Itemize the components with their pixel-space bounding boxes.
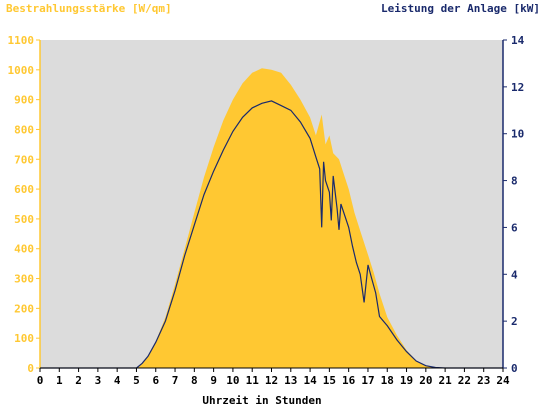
x-tick-label: 12 — [265, 374, 278, 387]
x-axis-ticks: 0 1 2 3 4 5 6 7 8 9 10 11 12 13 14 15 16 17 18 19 20 21 22 23 24 — [37, 368, 510, 387]
left-tick-label: 400 — [14, 243, 34, 256]
left-axis-ticks: 0 100 200 300 400 500 600 700 800 900 1000 1100 — [8, 34, 40, 375]
right-tick-label: 14 — [511, 34, 525, 47]
irradiance-area — [40, 68, 503, 369]
left-tick-label: 200 — [14, 302, 34, 315]
left-tick-label: 600 — [14, 183, 34, 196]
x-tick-label: 4 — [114, 374, 121, 387]
right-tick-label: 12 — [511, 81, 524, 94]
x-tick-label: 8 — [191, 374, 198, 387]
left-tick-label: 1000 — [8, 64, 35, 77]
left-tick-label: 900 — [14, 94, 34, 107]
right-tick-label: 2 — [511, 315, 518, 328]
right-axis-ticks: 0 2 4 6 8 10 12 14 — [503, 34, 525, 375]
x-tick-label: 20 — [419, 374, 432, 387]
x-tick-label: 10 — [226, 374, 239, 387]
left-tick-label: 300 — [14, 273, 34, 286]
x-tick-label: 17 — [361, 374, 374, 387]
x-axis-title: Uhrzeit in Stunden — [202, 394, 321, 407]
right-axis-title: Leistung der Anlage [kW] — [381, 2, 540, 15]
right-tick-label: 6 — [511, 221, 518, 234]
x-tick-label: 24 — [496, 374, 510, 387]
x-tick-label: 9 — [210, 374, 217, 387]
x-tick-label: 6 — [152, 374, 159, 387]
x-tick-label: 13 — [284, 374, 297, 387]
x-tick-label: 11 — [246, 374, 260, 387]
left-tick-label: 500 — [14, 213, 34, 226]
left-tick-label: 1100 — [8, 34, 35, 47]
x-tick-label: 21 — [439, 374, 453, 387]
x-tick-label: 7 — [172, 374, 179, 387]
irradiance-area-layer — [40, 68, 503, 369]
left-tick-label: 100 — [14, 332, 34, 345]
left-axis-title: Bestrahlungsstärke [W/qm] — [6, 2, 172, 15]
left-tick-label: 700 — [14, 153, 34, 166]
x-tick-label: 1 — [56, 374, 63, 387]
right-tick-label: 8 — [511, 175, 518, 188]
x-tick-label: 0 — [37, 374, 44, 387]
x-tick-label: 18 — [381, 374, 394, 387]
power-line-layer — [40, 100, 503, 369]
x-tick-label: 2 — [75, 374, 82, 387]
power-line — [40, 100, 503, 369]
right-tick-label: 10 — [511, 128, 524, 141]
x-tick-label: 22 — [458, 374, 471, 387]
left-tick-label: 800 — [14, 123, 34, 136]
left-tick-label: 0 — [27, 362, 34, 375]
x-tick-label: 5 — [133, 374, 140, 387]
x-tick-label: 14 — [303, 374, 317, 387]
x-tick-label: 15 — [323, 374, 336, 387]
x-tick-label: 3 — [95, 374, 102, 387]
x-tick-label: 23 — [477, 374, 490, 387]
right-tick-label: 0 — [511, 362, 518, 375]
right-tick-label: 4 — [511, 268, 518, 281]
x-tick-label: 19 — [400, 374, 413, 387]
x-tick-label: 16 — [342, 374, 356, 387]
